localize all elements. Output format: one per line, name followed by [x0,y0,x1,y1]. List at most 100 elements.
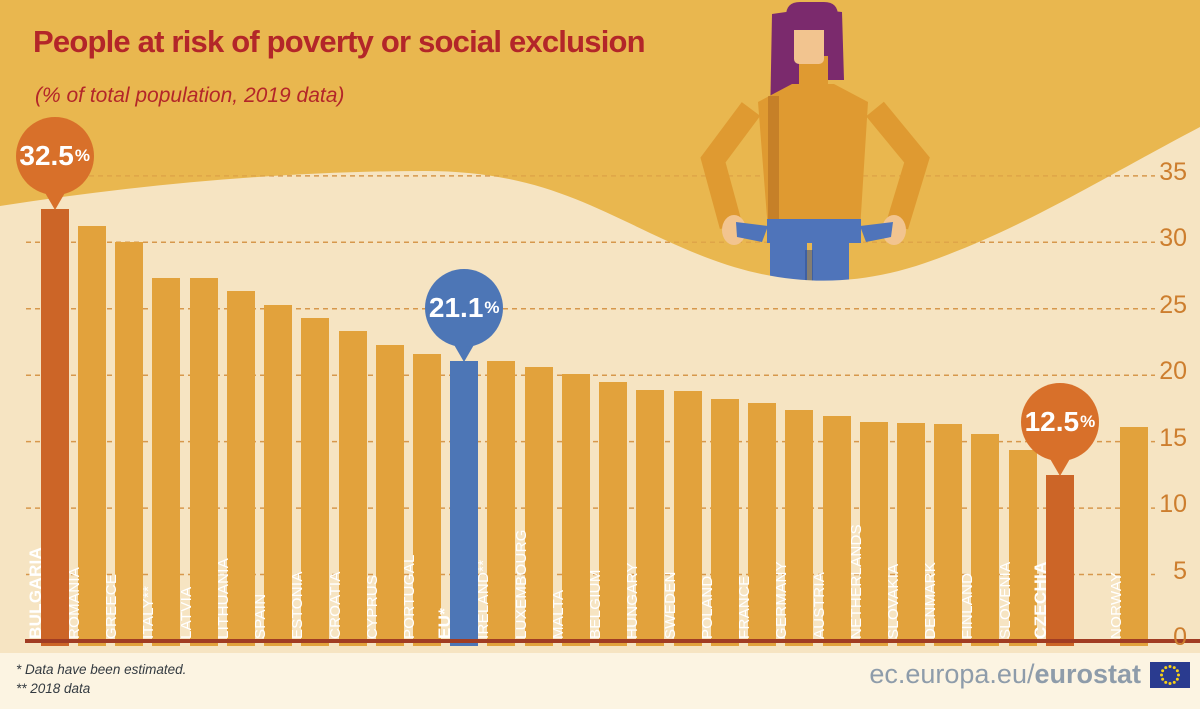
callout-czechia: 12.5% [1020,382,1099,461]
callout-tail [43,191,66,211]
bar-label: CYPRUS [363,574,381,639]
bar-label: SWEDEN [661,571,679,639]
right-arm [866,101,930,230]
flag-star [1164,665,1168,669]
bar-germany: GERMANY [773,409,814,646]
bar-norway: NORWAY [1108,427,1149,646]
bar-label: LITHUANIA [214,557,232,639]
sweater-torso [758,84,868,230]
bar-romania: ROMANIA [66,226,106,646]
bar-label: BELGIUM [587,569,605,639]
callout-tail [453,342,476,362]
bar-label: DENMARK [922,561,940,639]
bar-finland: FINLAND [959,433,1000,646]
bar-label: EU* [435,607,455,639]
y-axis-tick-30: 30 [1159,224,1187,253]
y-axis-tick-20: 20 [1159,357,1187,386]
bar-czechia: CZECHIA [1031,474,1074,646]
bar-label: SPAIN [252,593,270,639]
bar-label: SLOVENIA [996,561,1014,639]
flag-star [1177,673,1180,676]
eurostat-url-regular: ec.europa.eu/ [869,659,1035,689]
callout-bulgaria: 32.5% [15,117,94,196]
bar-poland: POLAND [699,399,739,646]
bar-bulgaria: BULGARIA [26,209,69,646]
flag-star [1161,677,1165,681]
bar-austria: AUSTRIA [811,416,851,646]
bar-label: CZECHIA [1030,561,1050,639]
bar-label: BULGARIA [25,546,45,639]
bar-label: ROMANIA [65,566,83,639]
bar-hungary: HUNGARY [624,389,665,646]
flag-star [1172,665,1176,669]
flag-star [1175,668,1179,672]
bar-label: IRELAND** [475,559,493,639]
percent-sign: % [74,146,90,166]
bar-label: LUXEMBOURG [512,529,530,639]
x-axis-baseline [25,639,1200,643]
bar-portugal: PORTUGAL [401,353,441,646]
bar-sweden: SWEDEN [662,391,702,646]
bar-label: ITALY** [140,585,158,639]
y-axis-tick-25: 25 [1159,290,1187,319]
flag-star [1160,673,1163,676]
torso-shadow [768,96,779,228]
bar-france: FRANCE [736,403,777,646]
bar-label: AUSTRIA [810,571,828,639]
hair-fringe [786,2,838,30]
footer-bar: * Data have been estimated. ** 2018 data… [0,653,1200,709]
bar-luxembourg: LUXEMBOURG [513,367,553,646]
bar-cyprus: CYPRUS [364,344,404,646]
bar-label: HUNGARY [624,562,642,639]
bar-label: MALTA [549,589,567,639]
bar-denmark: DENMARK [922,424,963,646]
y-axis-tick-35: 35 [1159,157,1187,186]
percent-sign: % [1080,411,1096,431]
bar-label: CROATIA [326,571,344,639]
eurostat-link: ec.europa.eu/eurostat [869,659,1190,690]
bar-label: FINLAND [959,572,977,639]
left-pocket-out [736,222,768,242]
left-arm [700,102,761,230]
bar-malta: MALTA [550,373,590,646]
callout-tail [1048,456,1071,476]
bar-latvia: LATVIA [178,278,218,646]
bar-belgium: BELGIUM [587,381,628,646]
bar-label: NORWAY [1108,571,1126,639]
person-illustration [700,2,930,285]
y-axis-tick-0: 0 [1173,623,1187,651]
eu-flag-icon [1150,661,1190,688]
bar-netherlands: NETHERLANDS [848,421,888,646]
bar-label: SLOVAKIA [884,563,902,639]
footnote-estimated: * Data have been estimated. [16,662,187,677]
right-leg [812,240,849,285]
percent-sign: % [484,297,500,317]
flag-star [1168,681,1172,685]
callout-eu: 21.1% [425,268,504,347]
flag-star [1161,668,1165,672]
chart-subtitle: (% of total population, 2019 data) [35,84,345,107]
bar-lithuania: LITHUANIA [215,291,255,646]
bar-greece: GREECE [103,242,144,646]
bar-label: ESTONIA [289,571,307,639]
jeans-waist [767,219,861,243]
bar-slovakia: SLOVAKIA [885,423,925,646]
flag-star [1168,664,1172,668]
chart-title: People at risk of poverty or social excl… [33,24,646,59]
bar-italy: ITALY** [140,278,181,646]
y-axis-tick-10: 10 [1159,490,1187,519]
right-pocket-out [860,222,893,242]
bar-label: POLAND [698,575,716,639]
leg-shadow [805,250,813,285]
bar-label: GREECE [103,573,121,639]
callout-value: 12.5 [1024,405,1080,437]
bar-label: LATVIA [177,586,195,639]
y-axis-tick-15: 15 [1159,423,1187,452]
bar-slovenia: SLOVENIA [997,449,1037,646]
y-axis-tick-5: 5 [1173,556,1187,585]
flag-star [1172,680,1176,684]
bar-ireland: IRELAND** [475,360,516,646]
eurostat-url-bold: eurostat [1034,659,1141,689]
flag-star [1175,677,1179,681]
